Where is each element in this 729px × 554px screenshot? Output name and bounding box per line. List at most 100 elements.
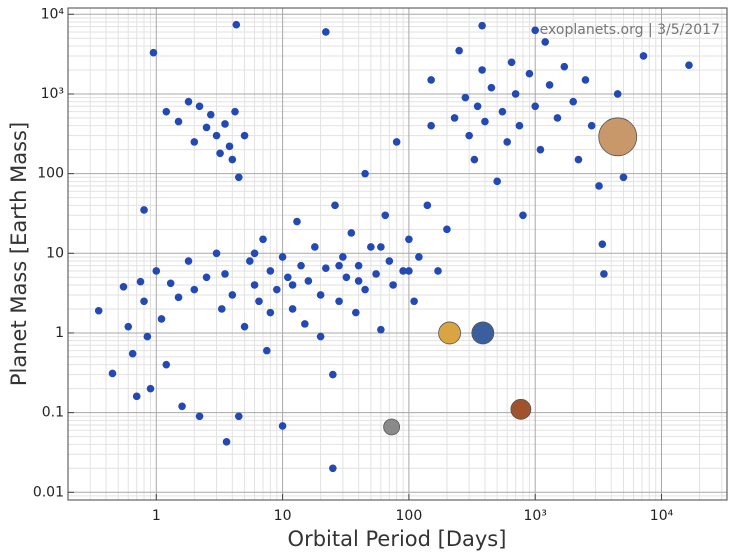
y-tick-label: 0.1 — [42, 405, 64, 421]
x-tick-label: 100 — [396, 508, 423, 524]
exoplanet-point — [167, 280, 175, 288]
exoplanet-point — [221, 120, 229, 128]
exoplanet-point — [405, 267, 413, 275]
exoplanet-point — [213, 132, 221, 140]
exoplanet-point — [478, 66, 486, 74]
exoplanet-point — [229, 291, 237, 299]
exoplanet-point — [599, 240, 607, 248]
exoplanet-point — [575, 156, 583, 164]
exoplanet-point — [512, 90, 520, 98]
exoplanet-point — [317, 333, 325, 341]
exoplanet-point — [196, 103, 204, 111]
y-axis-title: Planet Mass [Earth Mass] — [7, 122, 31, 386]
exoplanet-point — [279, 422, 287, 430]
exoplanet-point — [221, 270, 229, 278]
exoplanet-point — [297, 262, 305, 270]
exoplanet-point — [150, 49, 158, 57]
exoplanet-point — [410, 297, 418, 305]
exoplanet-point — [137, 278, 145, 286]
exoplanet-point — [129, 350, 137, 358]
exoplanet-point — [541, 38, 549, 46]
exoplanet-point — [203, 124, 211, 132]
exoplanet-point — [389, 281, 397, 289]
exoplanet-point — [352, 309, 360, 317]
exoplanet-point — [561, 63, 569, 71]
solar-planet — [439, 322, 461, 344]
exoplanet-point — [367, 243, 375, 251]
exoplanet-point — [434, 267, 442, 275]
exoplanet-point — [213, 249, 221, 257]
exoplanet-point — [140, 206, 148, 214]
exoplanet-point — [267, 309, 275, 317]
exoplanet-point — [685, 61, 693, 69]
exoplanet-point — [279, 253, 287, 261]
exoplanet-point — [335, 262, 343, 270]
x-tick-label: 1 — [152, 508, 161, 524]
exoplanet-point — [175, 294, 183, 302]
solar-planet — [384, 419, 400, 435]
exoplanet-point — [361, 286, 369, 294]
exoplanet-point — [235, 173, 243, 181]
exoplanet-point — [203, 273, 211, 281]
exoplanet-point — [223, 438, 231, 446]
exoplanet-point — [595, 182, 603, 190]
exoplanet-point — [355, 277, 363, 285]
exoplanet-point — [348, 229, 356, 237]
exoplanet-point — [361, 170, 369, 178]
exoplanet-point — [124, 323, 132, 331]
exoplanet-point — [109, 370, 117, 378]
exoplanet-point — [311, 243, 319, 251]
exoplanet-point — [620, 173, 628, 181]
exoplanet-point — [526, 70, 534, 78]
exoplanet-point — [178, 403, 186, 411]
y-tick-label: 10³ — [41, 86, 64, 102]
exoplanet-point — [140, 297, 148, 305]
exoplanet-point — [255, 297, 263, 305]
exoplanet-point — [478, 22, 486, 30]
exoplanet-point — [600, 270, 608, 278]
exoplanet-point — [381, 211, 389, 219]
x-tick-label: 10 — [274, 508, 292, 524]
exoplanet-point — [301, 320, 309, 328]
exoplanet-point — [372, 270, 380, 278]
exoplanet-point — [503, 138, 511, 146]
exoplanet-point — [241, 323, 249, 331]
exoplanet-point — [317, 291, 325, 299]
solar-planet — [511, 399, 531, 419]
exoplanet-point — [499, 108, 507, 116]
exoplanet-point — [185, 98, 193, 106]
y-tick-label: 100 — [37, 166, 64, 182]
exoplanet-point — [246, 257, 254, 265]
exoplanet-point — [554, 114, 562, 122]
exoplanet-point — [289, 281, 297, 289]
exoplanet-point — [305, 277, 313, 285]
exoplanet-point — [147, 385, 155, 393]
exoplanet-point — [339, 253, 347, 261]
solar-planet — [599, 118, 637, 156]
exoplanet-point — [455, 47, 463, 55]
exoplanet-point — [152, 267, 160, 275]
exoplanet-point — [196, 412, 204, 420]
y-tick-label: 1 — [55, 325, 64, 341]
exoplanet-point — [488, 84, 496, 92]
exoplanet-point — [443, 226, 451, 234]
exoplanet-point — [322, 28, 330, 36]
exoplanet-point — [232, 21, 240, 29]
exoplanet-point — [158, 315, 166, 323]
y-tick-label: 10⁴ — [41, 6, 65, 22]
exoplanet-point — [471, 156, 479, 164]
exoplanet-point — [144, 333, 152, 341]
exoplanet-point — [231, 108, 239, 116]
exoplanet-point — [377, 326, 385, 334]
exoplanet-point — [329, 464, 337, 472]
exoplanet-point — [462, 94, 470, 102]
exoplanet-point — [293, 218, 301, 226]
exoplanet-point — [386, 257, 394, 265]
exoplanet-point — [185, 257, 193, 265]
exoplanet-point — [415, 253, 423, 261]
exoplanet-point — [226, 143, 234, 151]
exoplanet-point — [424, 202, 432, 210]
exoplanet-point — [120, 283, 128, 291]
exoplanet-point — [546, 81, 554, 89]
exoplanet-point — [329, 371, 337, 379]
